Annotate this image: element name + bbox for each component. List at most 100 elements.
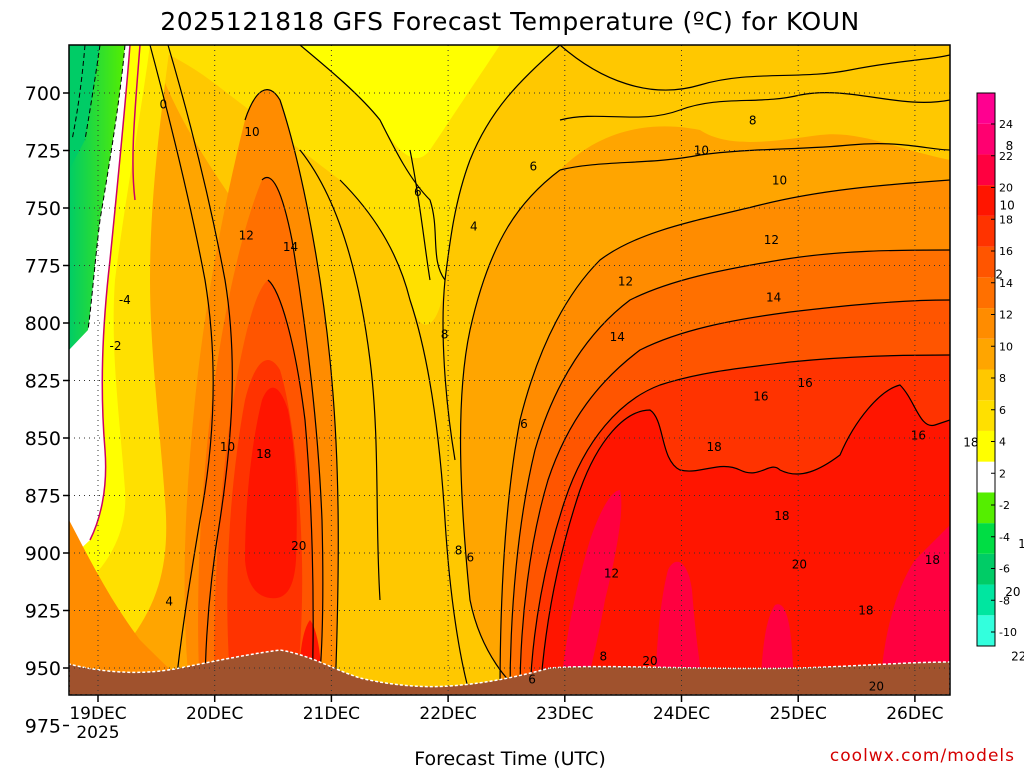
- contour-label: 0: [160, 98, 168, 112]
- contour-label: 18: [963, 436, 978, 450]
- colorbar-swatch: [977, 154, 995, 186]
- colorbar-swatch: [977, 615, 995, 646]
- temperature-fill: [69, 45, 950, 695]
- y-tick-label: 825: [25, 371, 61, 393]
- contour-label: 4: [470, 219, 478, 233]
- contour-label: 20: [869, 679, 884, 693]
- colorbar-swatch: [977, 400, 995, 431]
- colorbar: 24 22 20 18 16 14 12 10 8 6 4 2 -2 -4 -6 -8 -10: [976, 92, 1017, 647]
- x-tick-label: 21DEC: [303, 704, 360, 724]
- contour-label: 14: [283, 240, 298, 254]
- colorbar-swatch: [977, 93, 995, 124]
- colorbar-swatch: [977, 123, 995, 155]
- colorbar-label: 24: [999, 118, 1013, 131]
- contour-label: 10: [999, 199, 1014, 213]
- x-axis-title: Forecast Time (UTC): [414, 748, 605, 768]
- colorbar-swatch: [977, 369, 995, 401]
- contour-label: 6: [414, 185, 422, 199]
- contour-label: 18: [707, 440, 722, 454]
- colorbar-label: 10: [999, 340, 1013, 353]
- colorbar-swatch: [977, 461, 995, 493]
- contour-label: 18: [925, 553, 940, 567]
- x-axis: 19DEC 20DEC 21DEC 22DEC 23DEC 24DEC 25DEC 26DEC…: [69, 695, 944, 743]
- y-tick-label: 925: [25, 601, 61, 623]
- contour-label: 4: [165, 594, 173, 608]
- x-tick-label: 23DEC: [536, 704, 593, 724]
- contour-label: 8: [749, 114, 757, 128]
- colorbar-label: 18: [999, 213, 1013, 226]
- contour-label: 6: [466, 551, 474, 565]
- colorbar-swatch: [977, 584, 995, 616]
- colorbar-label: -6: [999, 563, 1010, 576]
- colorbar-label: -10: [999, 626, 1017, 639]
- contour-label: 10: [244, 125, 259, 139]
- contour-label: -4: [119, 293, 131, 307]
- y-tick-label: 850: [25, 428, 61, 450]
- x-tick-label: 25DEC: [770, 704, 827, 724]
- chart-title: 2025121818 GFS Forecast Temperature (ºC)…: [160, 7, 859, 36]
- colorbar-label: -4: [999, 531, 1010, 544]
- zero-isotherm-lines: [89, 45, 141, 541]
- contour-label: 22: [1011, 650, 1024, 664]
- colorbar-frame: [976, 92, 996, 647]
- colorbar-swatch: [977, 246, 995, 278]
- colorbar-swatch: [977, 215, 995, 247]
- contour-label: 12: [764, 233, 779, 247]
- y-tick-label: 900: [25, 543, 61, 565]
- contour-label: 16: [753, 390, 768, 404]
- y-tick-label: 800: [25, 313, 61, 335]
- contour-label: 8: [599, 650, 607, 664]
- colorbar-swatch: [977, 185, 995, 216]
- colorbar-swatch: [977, 492, 995, 524]
- colorbar-swatch: [977, 308, 995, 339]
- y-axis: 700 725 750 775 800 825 850 875 900 925 950 975: [25, 83, 69, 738]
- contour-label: 6: [528, 673, 536, 687]
- contour-label: 20: [291, 539, 306, 553]
- contour-label: 12: [239, 229, 254, 243]
- y-tick-label: 700: [25, 83, 61, 105]
- contour-label: 10: [694, 144, 709, 158]
- y-tick-label: 750: [25, 198, 61, 220]
- contour-label: 6: [529, 160, 537, 174]
- contour-label: 16: [911, 429, 926, 443]
- contour-label: 12: [604, 567, 619, 581]
- contour-label: 18: [858, 604, 873, 618]
- contour-label: 10: [772, 173, 787, 187]
- colorbar-label: 22: [999, 150, 1013, 163]
- contour-lines: [149, 45, 950, 695]
- colorbar-label: 16: [999, 245, 1013, 258]
- x-tick-label: 22DEC: [419, 704, 476, 724]
- contour-label: 8: [441, 328, 449, 342]
- contour-label: 18: [256, 447, 271, 461]
- colorbar-label: 6: [999, 404, 1006, 417]
- x-tick-label: 19DEC: [69, 704, 126, 724]
- colorbar-label: 12: [999, 309, 1013, 322]
- contour-label: 16: [798, 376, 813, 390]
- contour-label: 14: [766, 291, 781, 305]
- colorbar-swatch: [977, 523, 995, 554]
- y-tick-label: 725: [25, 141, 61, 163]
- y-tick-label: 975: [25, 716, 61, 738]
- colorbar-label: -2: [999, 499, 1010, 512]
- colorbar-swatch: [977, 277, 995, 309]
- contour-label: 8: [455, 544, 463, 558]
- grid-lines: [69, 45, 950, 695]
- contour-label: 18: [774, 509, 789, 523]
- colorbar-swatch: [977, 338, 995, 370]
- contour-label: 14: [610, 330, 625, 344]
- terrain-surface: [69, 649, 950, 695]
- plot-frame: [68, 44, 951, 696]
- credit-link[interactable]: coolwx.com/models: [830, 746, 1015, 766]
- contour-label: 20: [1005, 585, 1020, 599]
- contour-label: 12: [618, 275, 633, 289]
- colorbar-label: 20: [999, 182, 1013, 195]
- contour-label: 18: [1018, 537, 1024, 551]
- colorbar-label: 14: [999, 277, 1013, 290]
- colorbar-swatch: [977, 553, 995, 585]
- colorbar-label: 4: [999, 436, 1006, 449]
- contour-label: 20: [642, 654, 657, 668]
- y-tick-label: 950: [25, 658, 61, 680]
- colorbar-label: 8: [999, 372, 1006, 385]
